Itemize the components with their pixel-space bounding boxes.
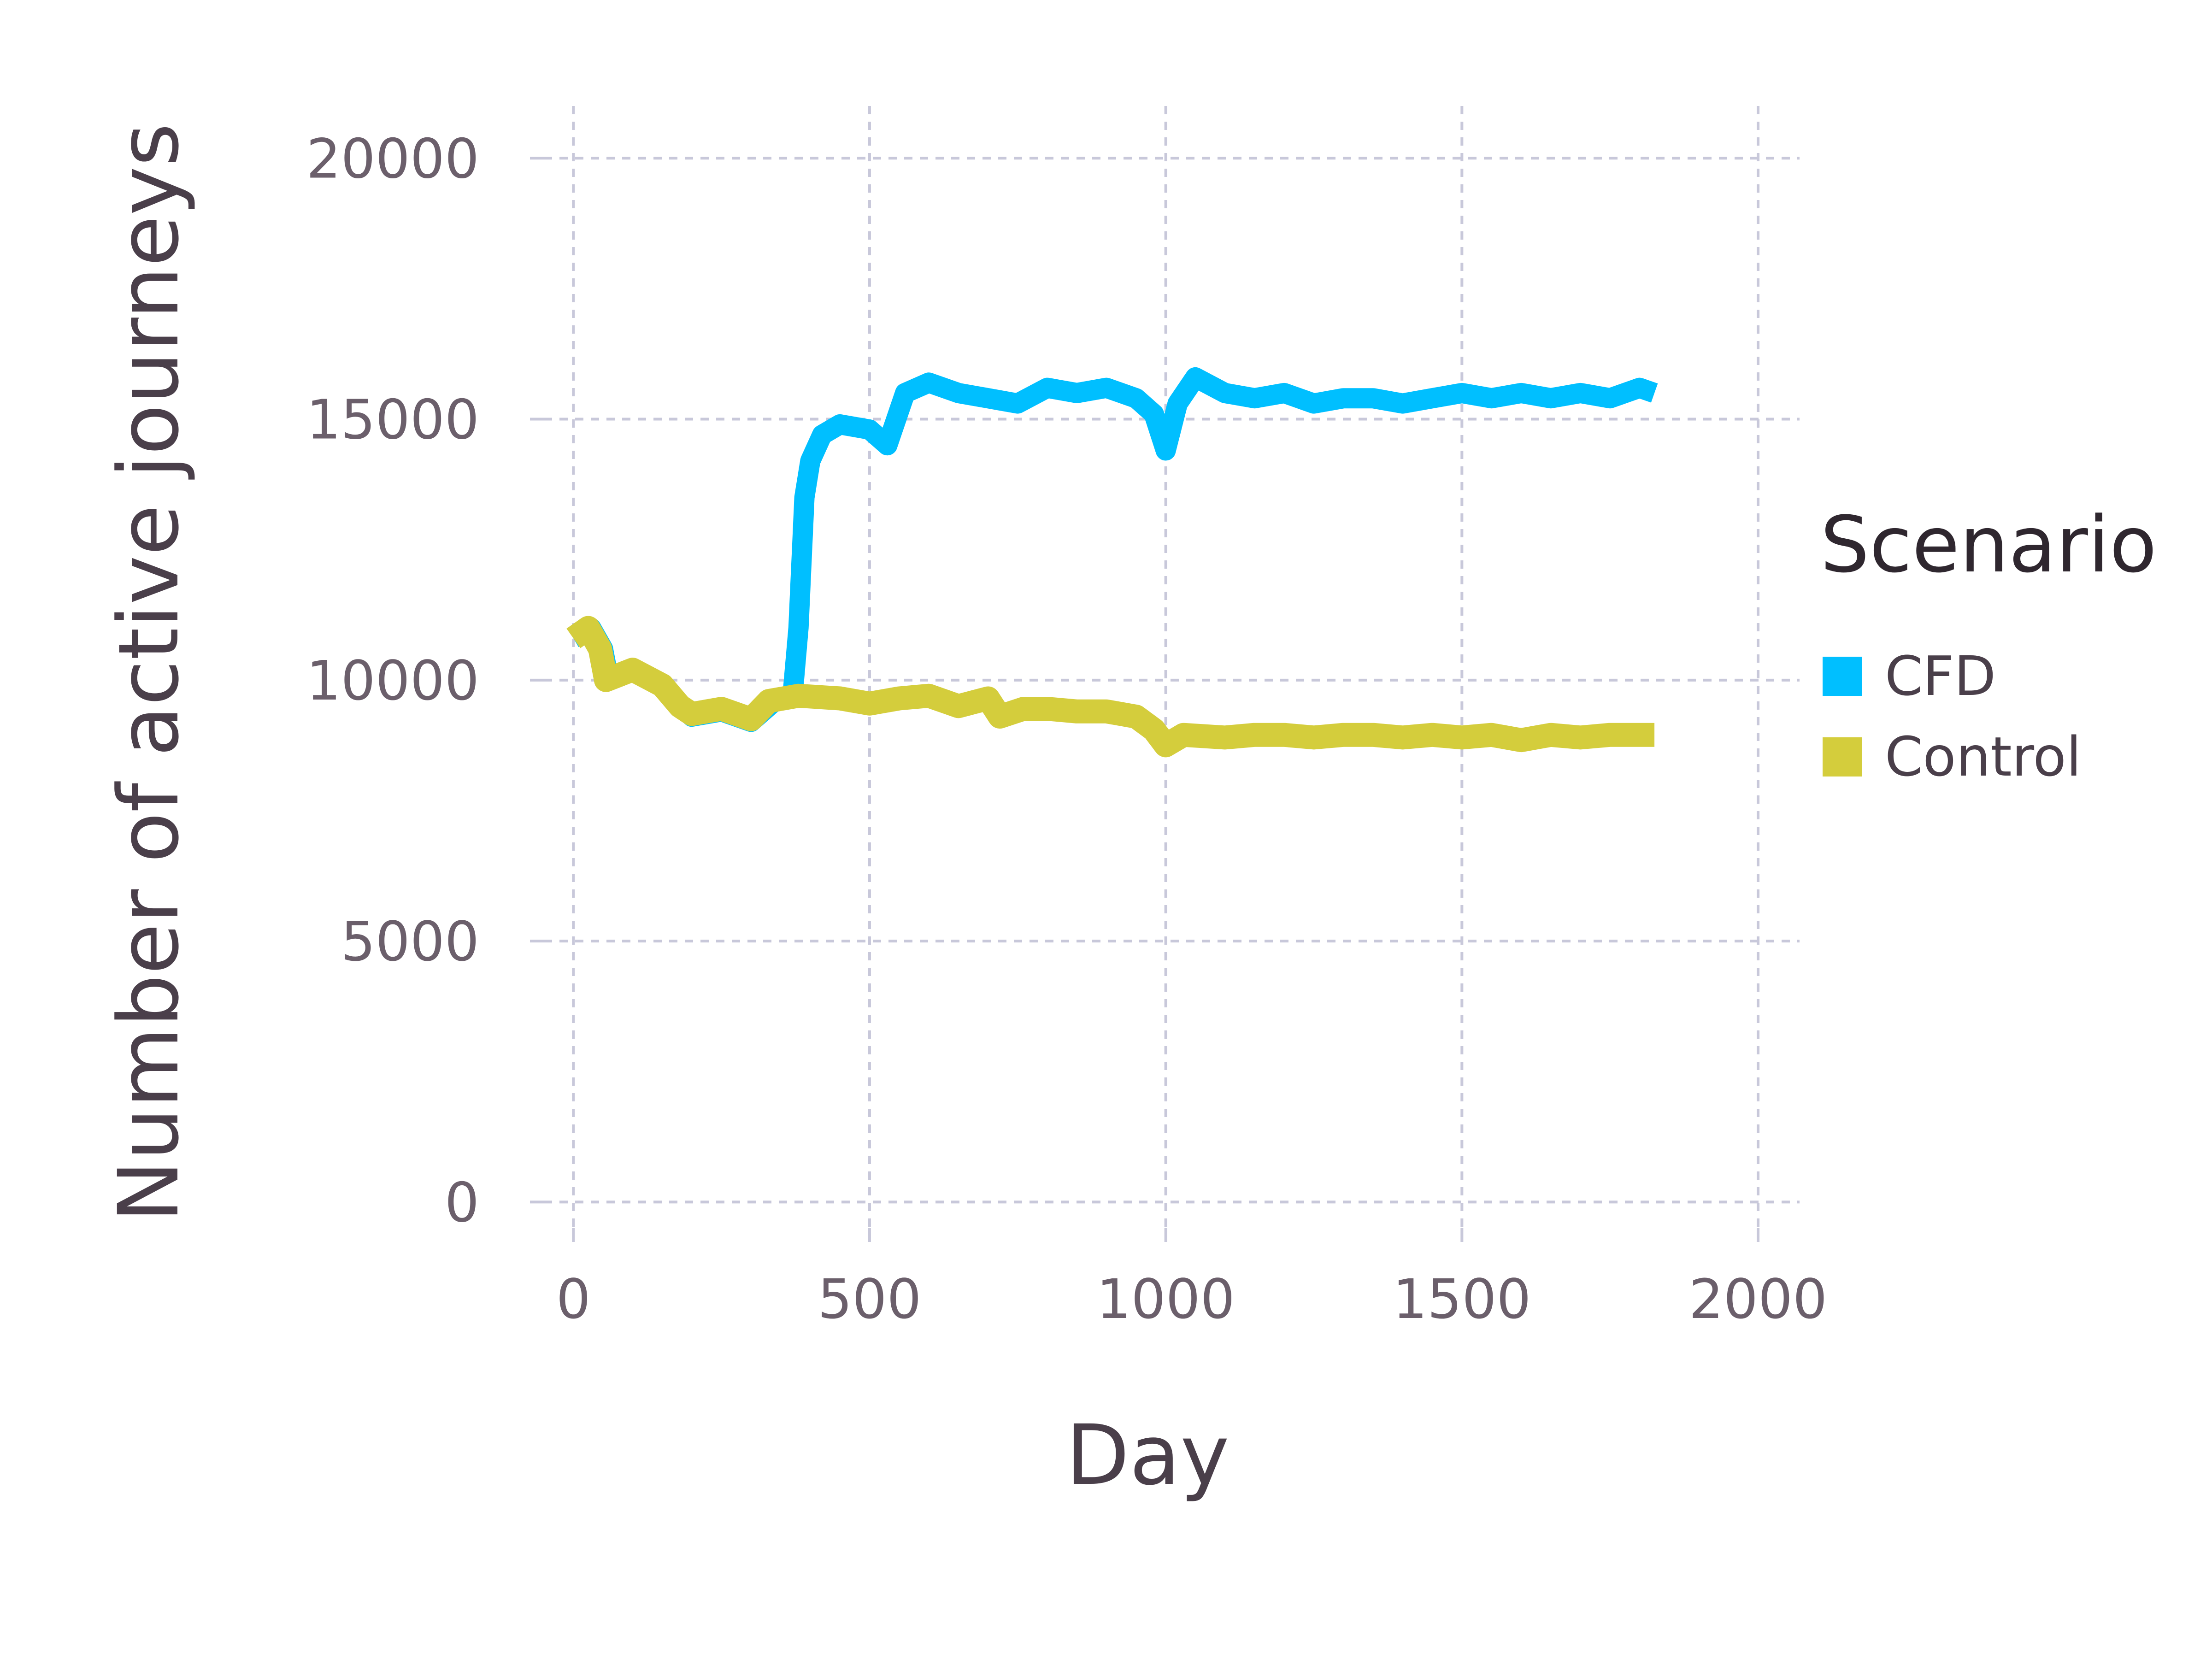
y-tick-label: 5000 [341,910,479,973]
series-line-cfd [568,367,1658,732]
y-tick-label: 15000 [306,388,479,452]
legend-title: Scenario [1820,500,2157,590]
x-tick-label: 1500 [1393,1267,1531,1331]
legend-swatch-control [1823,737,1862,777]
grid-lines [544,106,1800,1228]
series-line-control [566,616,1655,758]
legend-label-cfd: CFD [1885,644,1996,708]
y-tick-label: 0 [445,1171,479,1234]
x-tick-label: 0 [556,1267,591,1331]
legend-items: CFD Control [1823,644,2082,788]
y-tick-label: 20000 [306,127,479,190]
series-layer [566,367,1658,758]
legend-label-control: Control [1885,725,2082,788]
legend: Scenario CFD Control [1820,500,2157,788]
x-tick-label: 1000 [1096,1267,1235,1331]
x-tick-label: 2000 [1689,1267,1827,1331]
x-tick-label: 500 [818,1267,921,1331]
y-axis-title: Number of active journeys [101,123,197,1223]
x-axis-ticks: 0 500 1000 1500 2000 [556,1228,1827,1331]
legend-swatch-cfd [1823,657,1862,696]
y-axis-ticks: 0 5000 10000 15000 20000 [306,127,544,1234]
x-axis-title: Day [1065,1407,1229,1504]
y-tick-label: 10000 [306,649,479,712]
